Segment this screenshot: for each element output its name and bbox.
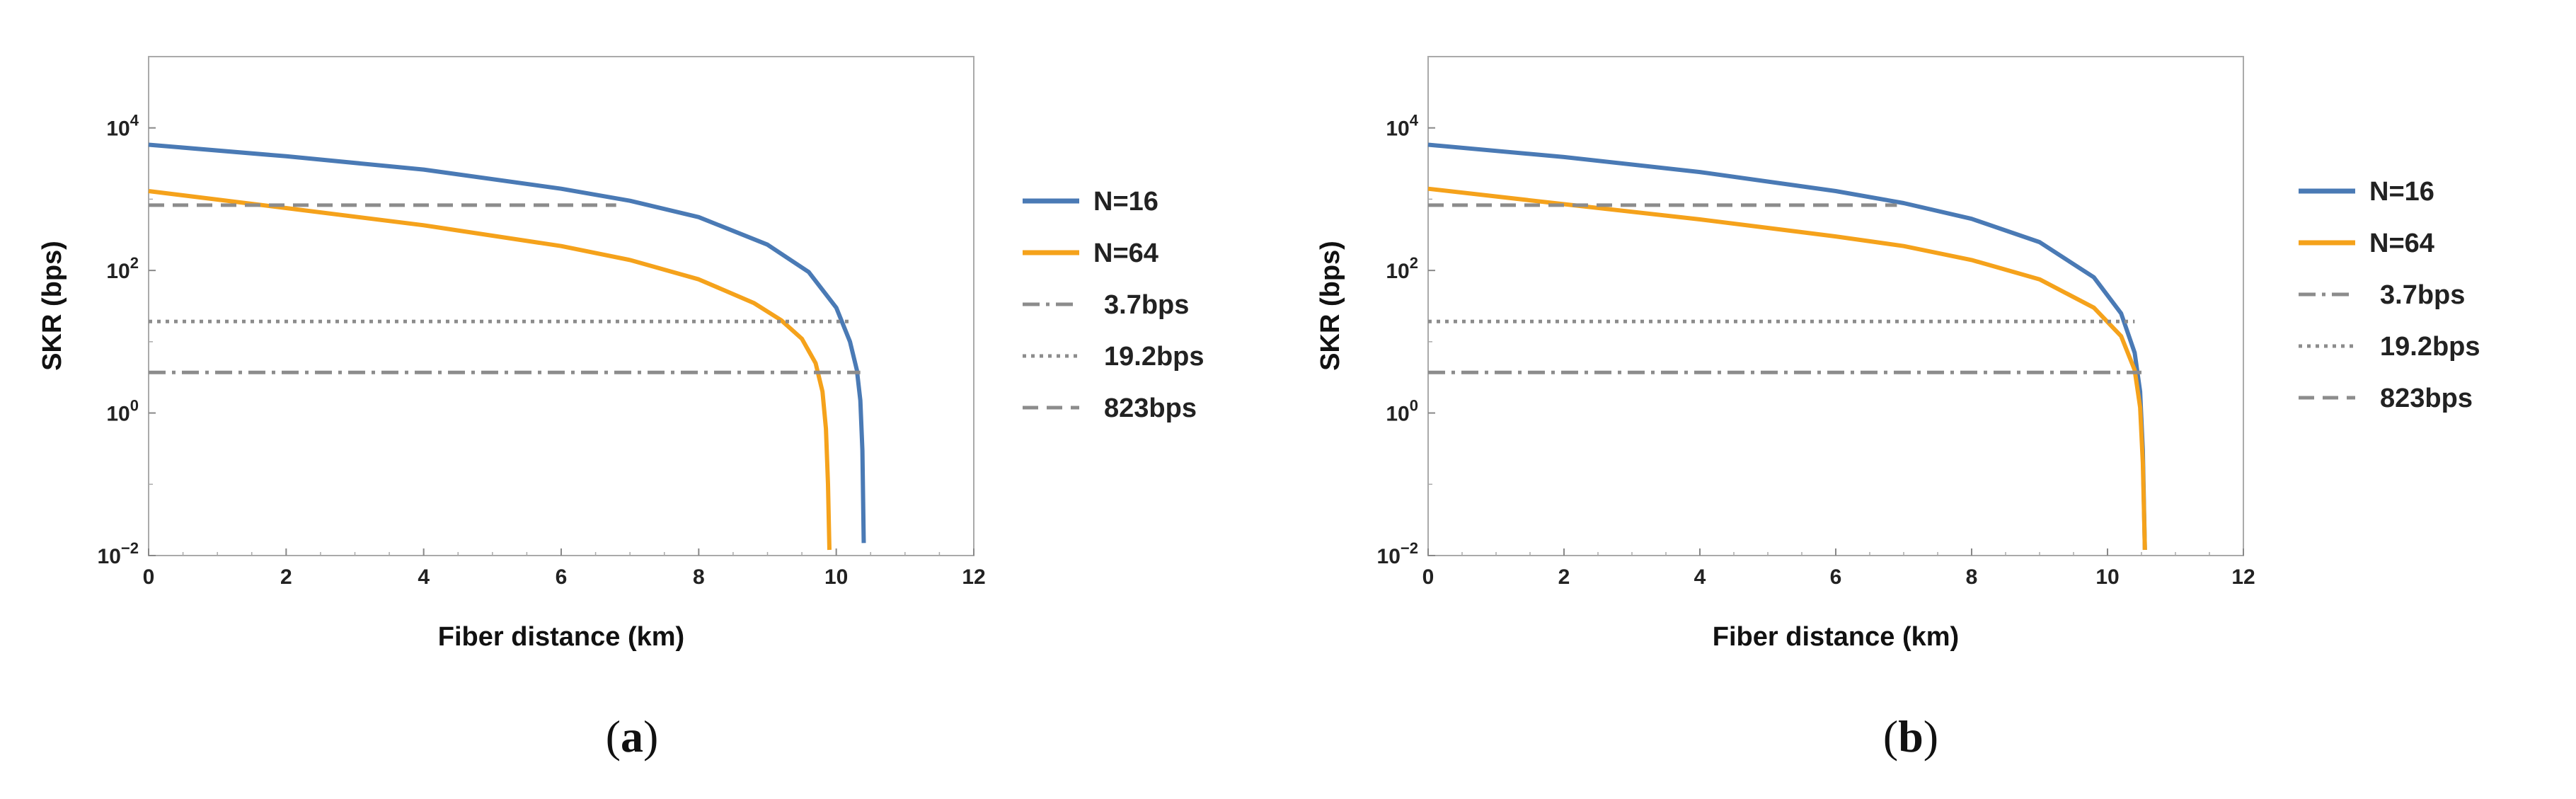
legend-label: N=16 [2369, 177, 2434, 207]
x-tick-label: 6 [556, 565, 568, 589]
axis-ticks: 0 2 4 6 8 10 12 104 102 100 10−2 [1377, 56, 2255, 589]
series-line-n-16 [1427, 142, 2147, 551]
x-tick-label: 12 [962, 565, 985, 589]
legend-label: 3.7bps [2380, 280, 2465, 310]
legend: N=16 N=64 3.7bps 19.2bps 823bps [1023, 187, 1204, 423]
panel-label-b: (b) [1883, 711, 1938, 761]
plot-frame [148, 56, 974, 556]
x-tick-label: 0 [1422, 565, 1434, 589]
y-tick-label: 10−2 [1377, 539, 1418, 568]
legend-label: 823bps [2380, 384, 2473, 413]
chart-panel-a: 0 2 4 6 8 10 12 104 102 100 10−2 Fiber distance (k… [38, 56, 1204, 761]
legend-label: N=64 [2369, 229, 2434, 258]
series-layer [148, 142, 866, 551]
x-tick-label: 4 [418, 565, 430, 589]
panel-label-a: (a) [606, 711, 659, 761]
y-axis-label: SKR (bps) [1316, 241, 1345, 371]
legend-label: 823bps [1104, 393, 1197, 423]
legend-label: N=16 [1093, 187, 1158, 217]
plot-frame [1427, 56, 2244, 556]
y-tick-label: 102 [1386, 254, 1418, 283]
x-tick-label: 10 [824, 565, 848, 589]
legend-label: 19.2bps [2380, 332, 2480, 362]
y-tick-label: 104 [1386, 112, 1418, 141]
y-tick-label: 104 [106, 112, 139, 141]
x-axis-label: Fiber distance (km) [438, 622, 684, 652]
axis-ticks: 0 2 4 6 8 10 12 104 102 100 10−2 [98, 56, 986, 589]
y-tick-label: 100 [1386, 397, 1418, 426]
y-tick-label: 100 [106, 397, 139, 426]
legend-label: N=64 [1093, 238, 1158, 268]
x-tick-label: 12 [2231, 565, 2255, 589]
y-tick-label: 102 [106, 254, 139, 283]
x-tick-label: 6 [1830, 565, 1842, 589]
x-tick-label: 0 [143, 565, 155, 589]
series-line-n-64 [1427, 186, 2147, 551]
y-tick-label: 10−2 [98, 539, 139, 568]
x-axis-label: Fiber distance (km) [1713, 622, 1959, 652]
x-tick-label: 10 [2095, 565, 2119, 589]
chart-panel-b: 0 2 4 6 8 10 12 104 102 100 10−2 Fiber distance (k… [1316, 56, 2480, 761]
series-line-n-16 [148, 142, 866, 544]
y-axis-label: SKR (bps) [38, 241, 67, 371]
legend: N=16 N=64 3.7bps 19.2bps 823bps [2299, 177, 2480, 413]
legend-label: 3.7bps [1104, 290, 1189, 320]
x-tick-label: 2 [280, 565, 292, 589]
x-tick-label: 4 [1694, 565, 1706, 589]
series-line-n-64 [148, 189, 832, 551]
x-tick-label: 8 [1966, 565, 1978, 589]
x-tick-label: 8 [693, 565, 705, 589]
legend-label: 19.2bps [1104, 342, 1204, 372]
series-layer [1427, 142, 2147, 551]
x-tick-label: 2 [1558, 565, 1570, 589]
